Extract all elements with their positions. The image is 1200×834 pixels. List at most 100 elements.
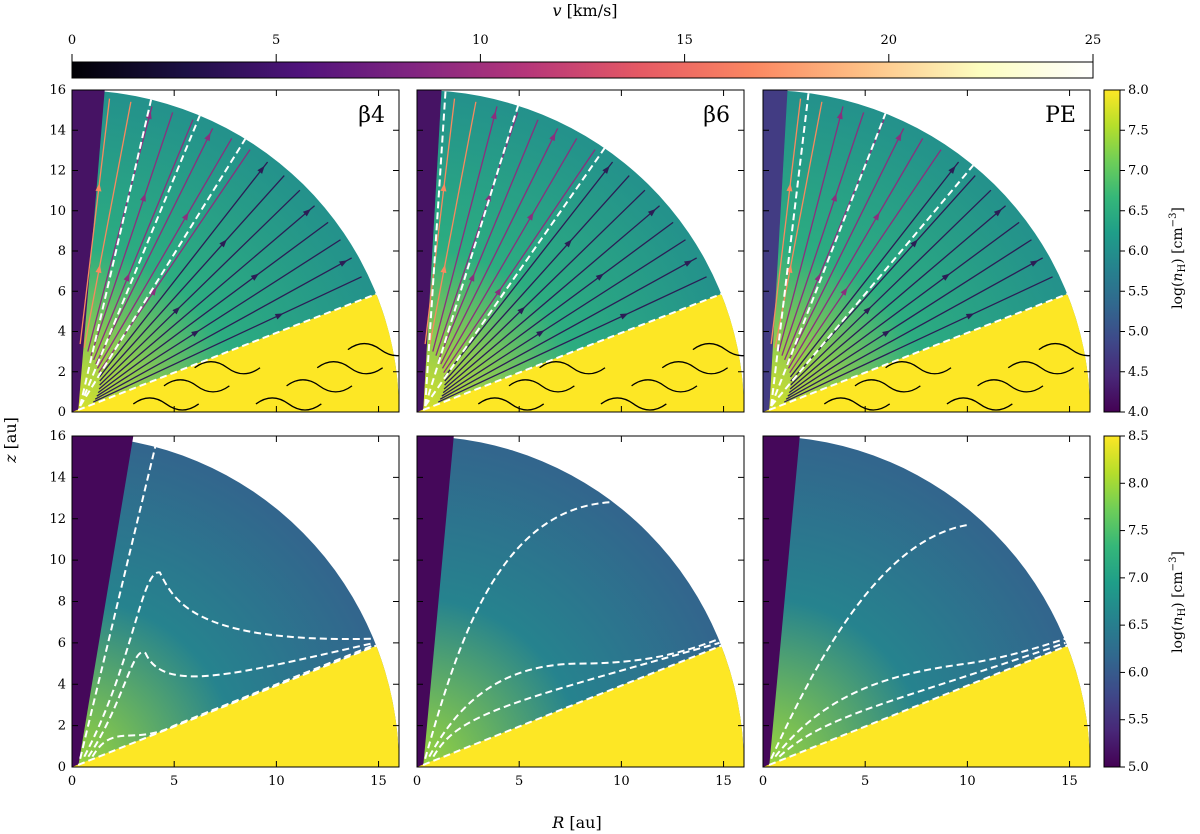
y-tick-label: 12: [49, 512, 66, 527]
streamline: [98, 161, 269, 378]
contour-line: [770, 523, 968, 760]
x-tick-label: 15: [715, 774, 732, 789]
y-tick-label: 16: [49, 83, 66, 98]
x-tick-label: 5: [170, 774, 178, 789]
disk-surface-contour: [768, 293, 1068, 411]
streamline-arrow: [1030, 260, 1039, 267]
disk-streamline: [508, 379, 575, 393]
streamline: [79, 98, 111, 345]
streamline: [99, 189, 301, 386]
density-colorbar-tick-label: 5.0: [1128, 325, 1149, 340]
contour-line: [432, 641, 720, 758]
vbar-tick-label: 15: [676, 33, 693, 48]
contour-line: [79, 99, 153, 407]
streamline-arrow: [836, 110, 843, 120]
streamline-arrow: [219, 239, 227, 248]
streamline-arrow: [302, 208, 311, 217]
streamline-arrow: [250, 273, 259, 281]
disk-streamline: [1038, 342, 1090, 357]
density-colorbar-tick-label: 6.0: [1128, 665, 1149, 680]
disk-streamline: [477, 397, 545, 411]
y-tick-label: 4: [58, 325, 66, 340]
x-tick-label: 5: [861, 774, 869, 789]
streamline: [785, 257, 1043, 400]
disk-streamline: [1007, 361, 1075, 375]
contour-line: [428, 637, 720, 758]
y-tick-label: 10: [49, 204, 66, 219]
x-tick-label: 10: [959, 774, 976, 789]
density-colorbar-tick-label: 6.0: [1128, 244, 1149, 259]
streamline: [787, 138, 924, 369]
contour-line: [778, 641, 1066, 758]
streamline: [83, 101, 132, 348]
y-tick-label: 8: [58, 244, 66, 259]
vbar-tick-label: 20: [881, 33, 898, 48]
streamline-arrow: [440, 264, 447, 274]
x-tick-label: 10: [613, 774, 630, 789]
y-tick-label: 12: [49, 164, 66, 179]
streamline-arrow: [517, 306, 526, 315]
streamline-arrow: [123, 273, 130, 282]
density-colorbar-gradient: [1103, 435, 1121, 768]
streamline: [441, 138, 578, 369]
streamline: [437, 119, 539, 361]
polar-region: [417, 90, 442, 412]
polar-region: [417, 436, 454, 767]
panel-label: β4: [358, 103, 385, 128]
y-tick-label: 10: [49, 553, 66, 568]
streamline-arrow: [872, 212, 880, 221]
contour-line: [424, 147, 606, 407]
streamline: [92, 119, 194, 361]
streamline: [437, 276, 707, 403]
streamline: [432, 106, 498, 352]
x-tick-label: 15: [1061, 774, 1078, 789]
streamline-arrow: [840, 287, 848, 296]
disk-streamline: [977, 379, 1044, 393]
streamline-arrow: [257, 165, 265, 174]
streamline-arrow: [863, 306, 872, 315]
disk-surface-contour: [768, 644, 1068, 766]
x-tick-label: 0: [413, 774, 421, 789]
density-colorbar-tick-label: 7.5: [1128, 123, 1149, 138]
streamline: [787, 239, 1032, 397]
x-tick-label: 5: [515, 774, 523, 789]
panel-beta6-top: β6: [416, 89, 745, 413]
streamline-arrow: [145, 110, 152, 120]
streamline: [778, 106, 844, 352]
contour-line: [770, 164, 974, 407]
polar-region: [72, 90, 105, 412]
contour-line: [87, 641, 375, 758]
panel-label: β6: [703, 103, 730, 128]
panel-beta4-bottom: 0 2 4 6 8 10 12 14 16 0 5 10 15: [49, 429, 400, 789]
streamline-arrow: [274, 313, 284, 320]
velocity-colorbar-gradient: [71, 61, 1094, 79]
density-colorbar-tick-label: 7.0: [1128, 571, 1149, 586]
streamline-arrow: [181, 212, 189, 221]
density-colorbar-tick-label: 8.5: [1128, 429, 1149, 444]
streamline: [443, 205, 660, 390]
vbar-tick-label: 5: [272, 33, 280, 48]
streamline-arrow: [468, 273, 475, 282]
streamline: [92, 276, 362, 403]
y-tick-label: 16: [49, 429, 66, 444]
streamline: [96, 239, 341, 397]
polar-region: [72, 436, 134, 767]
y-axis-title: z [au]: [1, 417, 20, 464]
x-tick-label: 10: [268, 774, 285, 789]
disk-region: [763, 293, 1090, 412]
disk-streamline: [600, 397, 667, 411]
contour-line: [79, 436, 159, 759]
y-tick-label: 6: [58, 284, 66, 299]
streamline: [440, 128, 559, 365]
bottom-colorbar-title: log(nH) [cm−3]: [1168, 551, 1188, 653]
top-colorbar-title: log(nH) [cm−3]: [1168, 207, 1188, 309]
disk-streamline: [316, 361, 384, 375]
panel-beta4-top: 0 2 4 6 8 10 12 14 16 β4: [49, 83, 400, 420]
x-tick-label: 15: [370, 774, 387, 789]
streamline: [90, 112, 174, 356]
y-tick-label: 8: [58, 595, 66, 610]
streamline: [98, 205, 315, 390]
streamline-arrow: [536, 330, 545, 338]
streamline: [439, 257, 697, 400]
